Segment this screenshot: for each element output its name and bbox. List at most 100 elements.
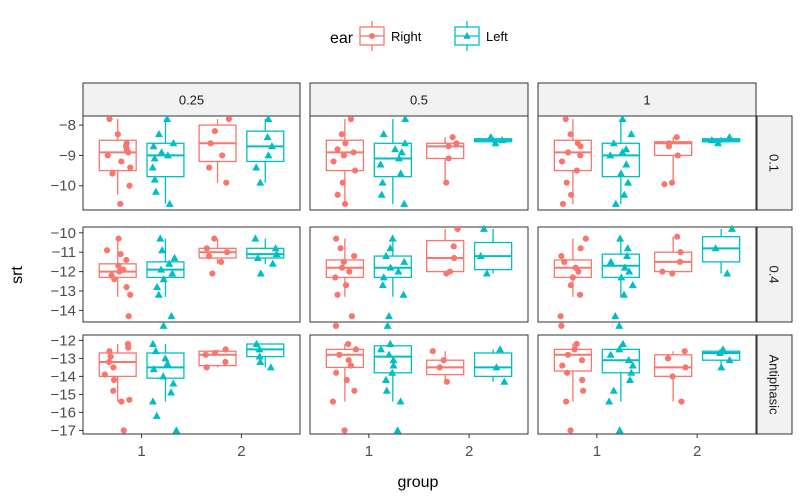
col-strip: 1 [537, 82, 757, 117]
data-point [378, 178, 387, 186]
data-point [377, 190, 386, 198]
panel-border [309, 115, 529, 211]
x-tick-label: 1 [593, 443, 601, 460]
data-point [573, 340, 580, 348]
data-point [389, 361, 398, 369]
data-point [727, 224, 736, 232]
row-strip-box [756, 334, 793, 435]
box-left-group-1 [601, 234, 641, 329]
legend-key-point [463, 32, 471, 39]
data-point [559, 362, 566, 369]
data-point [628, 280, 637, 289]
data-point [154, 290, 163, 298]
data-point [606, 257, 615, 265]
box-left-group-1 [601, 339, 641, 434]
row-strip-label: 0.1 [767, 154, 782, 172]
x-tick-label: 2 [237, 443, 245, 460]
y-tick-label: −13 [51, 350, 76, 367]
data-point [665, 143, 673, 150]
row-strip-label: Antiphasic [767, 355, 782, 415]
data-point [606, 350, 615, 358]
box-right-group-1 [98, 235, 137, 320]
y-tick-label: −13 [51, 283, 76, 300]
data-point [109, 170, 116, 177]
data-point [340, 258, 347, 265]
row-strip: 0.4 [756, 226, 793, 323]
data-point [611, 199, 620, 207]
data-point [677, 249, 684, 256]
data-point [661, 181, 668, 188]
box-iqr [473, 352, 513, 378]
facet-panel [537, 115, 757, 211]
box-iqr [98, 139, 137, 172]
data-point [338, 131, 345, 138]
data-point [343, 376, 350, 384]
box-iqr [425, 239, 465, 273]
data-point [334, 146, 341, 153]
x-tick-label: 2 [693, 443, 701, 460]
col-strip-label: 0.5 [410, 93, 428, 108]
data-point [107, 353, 114, 360]
data-point [681, 348, 688, 355]
data-point [558, 158, 566, 165]
panel-border [309, 334, 529, 435]
row-strip: 0.1 [756, 115, 793, 211]
data-point [616, 234, 625, 242]
data-point [394, 267, 403, 275]
box-right-group-2 [198, 115, 237, 186]
data-point [150, 154, 159, 162]
data-point [625, 267, 634, 275]
data-point [203, 245, 210, 252]
data-point [350, 149, 357, 156]
data-point [219, 152, 226, 159]
y-tick-label: −9 [59, 147, 76, 164]
box-iqr [425, 142, 465, 160]
data-point [567, 427, 574, 434]
data-point [617, 273, 626, 281]
data-point [207, 140, 214, 147]
data-point [391, 145, 400, 153]
data-point [716, 348, 724, 356]
data-point [156, 234, 165, 242]
data-point [443, 179, 450, 186]
data-point [445, 143, 452, 150]
data-point [222, 346, 229, 353]
data-point [149, 339, 157, 347]
data-point [332, 274, 339, 281]
data-point [342, 282, 350, 289]
data-point [337, 245, 344, 252]
data-point [573, 167, 580, 174]
data-point [383, 321, 392, 329]
data-point [169, 139, 178, 147]
data-point [125, 344, 132, 351]
data-point [563, 369, 571, 376]
data-point [122, 143, 130, 150]
data-point [101, 371, 108, 378]
box-iqr [198, 350, 237, 367]
legend: ear Right Left [330, 21, 508, 51]
data-point [256, 178, 265, 186]
y-tick-label: −14 [51, 368, 76, 385]
data-point [126, 396, 133, 403]
col-strip-label: 0.25 [179, 93, 204, 108]
data-point [104, 152, 111, 159]
data-point [396, 397, 405, 405]
box-left-group-1 [146, 234, 185, 329]
data-point [202, 351, 209, 358]
data-point [252, 339, 261, 347]
data-point [577, 152, 584, 159]
data-point [103, 247, 111, 254]
box-right-group-2 [198, 235, 237, 277]
data-point [609, 139, 618, 147]
data-point [347, 115, 355, 123]
box-iqr [373, 142, 413, 178]
data-point [605, 397, 614, 405]
box-iqr [146, 142, 185, 178]
data-point [338, 264, 346, 271]
data-point [125, 149, 132, 156]
data-point [707, 136, 716, 144]
data-point [159, 321, 168, 329]
box-right-group-2 [653, 233, 693, 277]
data-point [126, 182, 133, 189]
